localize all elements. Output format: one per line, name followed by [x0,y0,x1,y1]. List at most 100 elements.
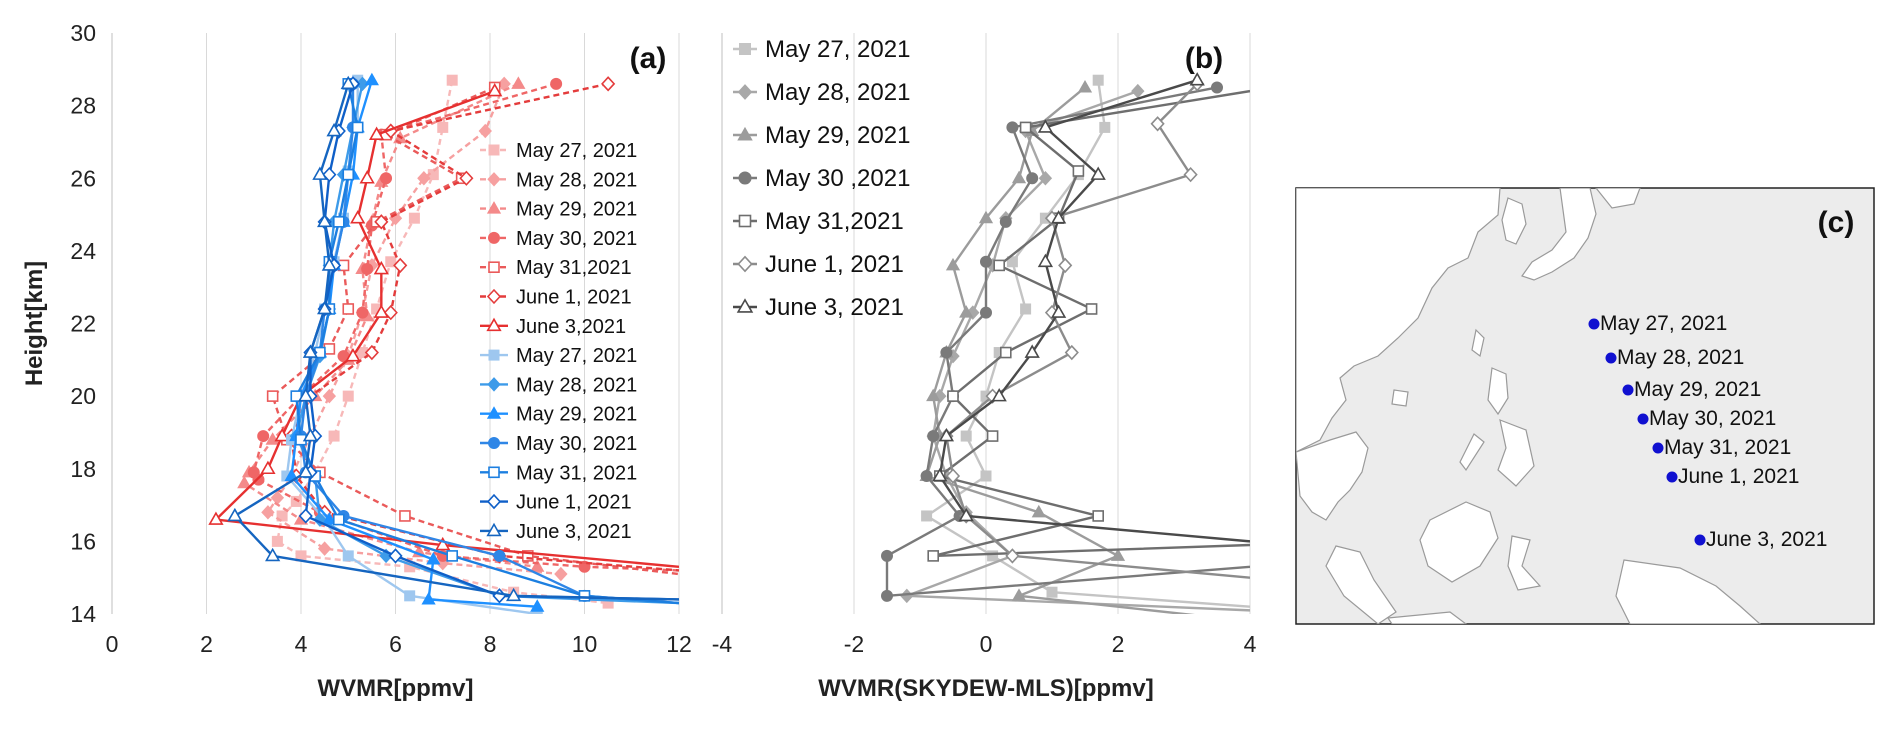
data-point [959,305,974,318]
location-label: May 28, 2021 [1617,346,1744,369]
legend-marker [486,201,502,214]
legend-marker [738,171,752,185]
data-point [208,511,224,525]
series-line [925,86,1195,614]
data-point [388,548,403,564]
data-point [446,74,458,86]
legend-marker [488,231,500,244]
data-point [374,214,389,230]
x-tick-label: 0 [980,631,993,657]
data-point [271,535,283,547]
legend-marker [737,84,753,100]
data-point [1090,166,1106,180]
legend-entry: June 1, 2021 [516,287,632,309]
data-point [437,121,449,133]
legend-marker [488,261,500,274]
landmass [1325,545,1397,624]
panel-label: (b) [1185,42,1223,75]
data-point [947,390,959,402]
data-point [302,344,319,358]
data-point [426,552,441,565]
legend-marker [737,126,753,141]
data-point [932,467,948,482]
data-point [1011,170,1027,184]
legend-marker [488,466,500,479]
data-point [493,549,506,562]
data-point [356,306,369,319]
data-point [478,123,492,139]
data-point [435,536,451,551]
landmass [1497,419,1535,487]
data-point [980,306,992,319]
x-tick-label: -4 [712,631,733,657]
x-axis-label: WVMR[ppmv] [318,675,474,702]
data-point [342,550,354,562]
data-point [227,507,243,522]
data-point [999,215,1012,228]
data-point [1131,83,1145,99]
data-point [1211,81,1223,94]
location-label: May 31, 2021 [1664,436,1791,459]
location-marker [1652,442,1664,454]
legend-entry: May 30 ,2021 [765,165,910,192]
data-point [550,77,563,90]
data-point [1189,72,1205,86]
legend-marker [488,349,500,361]
legend-entry: May 28, 2021 [516,169,637,191]
legend-marker [486,406,502,419]
legend-marker [486,493,502,510]
series-line [932,89,1250,558]
data-point [257,430,270,443]
data-point [317,541,332,556]
legend-marker [739,43,751,55]
data-point [322,388,337,404]
data-point [265,547,281,562]
panel-a-chart: 0 2 4 6 8 10 12141618202224262830WVMR[ppmv]Hei… [21,20,692,702]
series-line [945,82,1250,579]
location-label: June 1, 2021 [1678,465,1799,488]
data-point [1050,304,1067,318]
legend-entry: June 3, 2021 [765,294,904,321]
panel-c-map: May 27, 2021 May 28, 2021 May 29, 2021 May … [1295,187,1875,625]
y-axis-label: Height[km] [21,261,48,386]
legend-marker [488,437,500,449]
legend-entry: May 31, 2021 [516,462,637,484]
y-tick-label: 16 [70,528,96,554]
landmass [1296,188,1501,453]
data-point [1099,121,1111,133]
panel-b-chart: -4 -2 0 2 4 WVMR(SKYDEW-MLS)[ppmv] (b) May 27, … [712,33,1257,702]
data-point [1110,548,1126,561]
y-tick-label: 14 [70,601,96,627]
data-point [312,166,328,180]
legend-marker [487,377,501,392]
data-point [1092,510,1104,522]
legend-entry: June 3, 2021 [516,521,632,543]
data-point [881,549,893,562]
data-point [927,430,940,443]
data-point [260,460,276,475]
data-point [1005,548,1020,564]
location-label: May 30, 2021 [1649,407,1776,430]
location-label: May 29, 2021 [1634,378,1761,401]
data-point [991,388,1007,402]
landmass [1521,188,1597,281]
legend-entry: May 31,2021 [516,257,632,279]
data-point [364,72,379,86]
location-marker [1588,318,1600,330]
legend-entry: May 29, 2021 [765,122,910,149]
y-tick-label: 24 [70,238,96,264]
landmass [1471,328,1485,358]
data-point [1006,256,1018,268]
land [1296,188,1761,624]
data-point [1077,79,1093,93]
landmass [1391,389,1409,407]
landmass [1615,559,1761,624]
landmass [1595,188,1641,209]
data-point [364,344,379,361]
series-line [266,83,561,576]
data-point [421,591,436,605]
legend-entry: May 30, 2021 [516,228,637,250]
data-point [1019,121,1032,134]
data-point [1011,588,1027,601]
